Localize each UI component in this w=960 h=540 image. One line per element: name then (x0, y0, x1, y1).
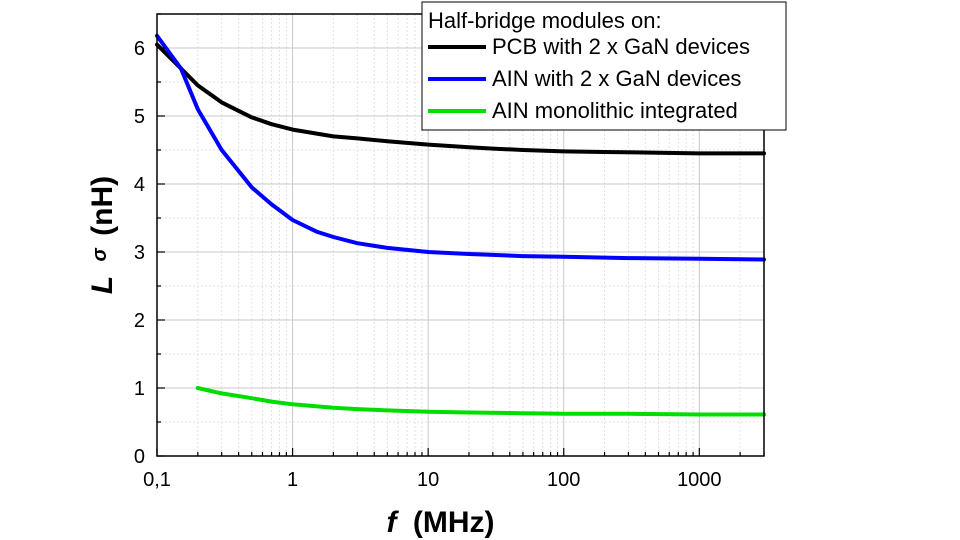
y-tick-label: 4 (134, 174, 145, 196)
legend-label: PCB with 2 x GaN devices (492, 34, 750, 59)
y-tick-label: 6 (134, 38, 145, 60)
y-tick-label: 1 (134, 378, 145, 400)
series-lines (155, 33, 766, 417)
y-tick-label: 2 (134, 310, 145, 332)
legend-label: AIN monolithic integrated (492, 98, 738, 123)
series-line (195, 386, 766, 417)
axis-ticks: 0,1 1 10 100 1000 0 1 2 3 4 5 6 (134, 13, 765, 491)
y-tick-label: 5 (134, 106, 145, 128)
series-line (155, 42, 766, 156)
legend-items: PCB with 2 x GaN devices AIN with 2 x GaN… (428, 34, 750, 123)
legend-box (421, 1, 787, 131)
x-tick-label: 1000 (677, 469, 722, 491)
x-tick-label: 1 (287, 469, 298, 491)
legend-label: AIN with 2 x GaN devices (492, 66, 741, 91)
x-tick-label: 100 (547, 469, 580, 491)
x-axis-title: f (MHz) (387, 506, 495, 539)
y-tick-label: 0 (134, 446, 145, 468)
series-line (155, 33, 766, 262)
legend: Half-bridge modules on: PCB with 2 x GaN… (421, 1, 787, 131)
y-axis-title: L σ (nH) (80, 176, 119, 294)
x-tick-label: 0,1 (143, 469, 171, 491)
y-tick-label: 3 (134, 242, 145, 264)
x-tick-label: 10 (417, 469, 439, 491)
legend-title: Half-bridge modules on: (428, 8, 662, 33)
